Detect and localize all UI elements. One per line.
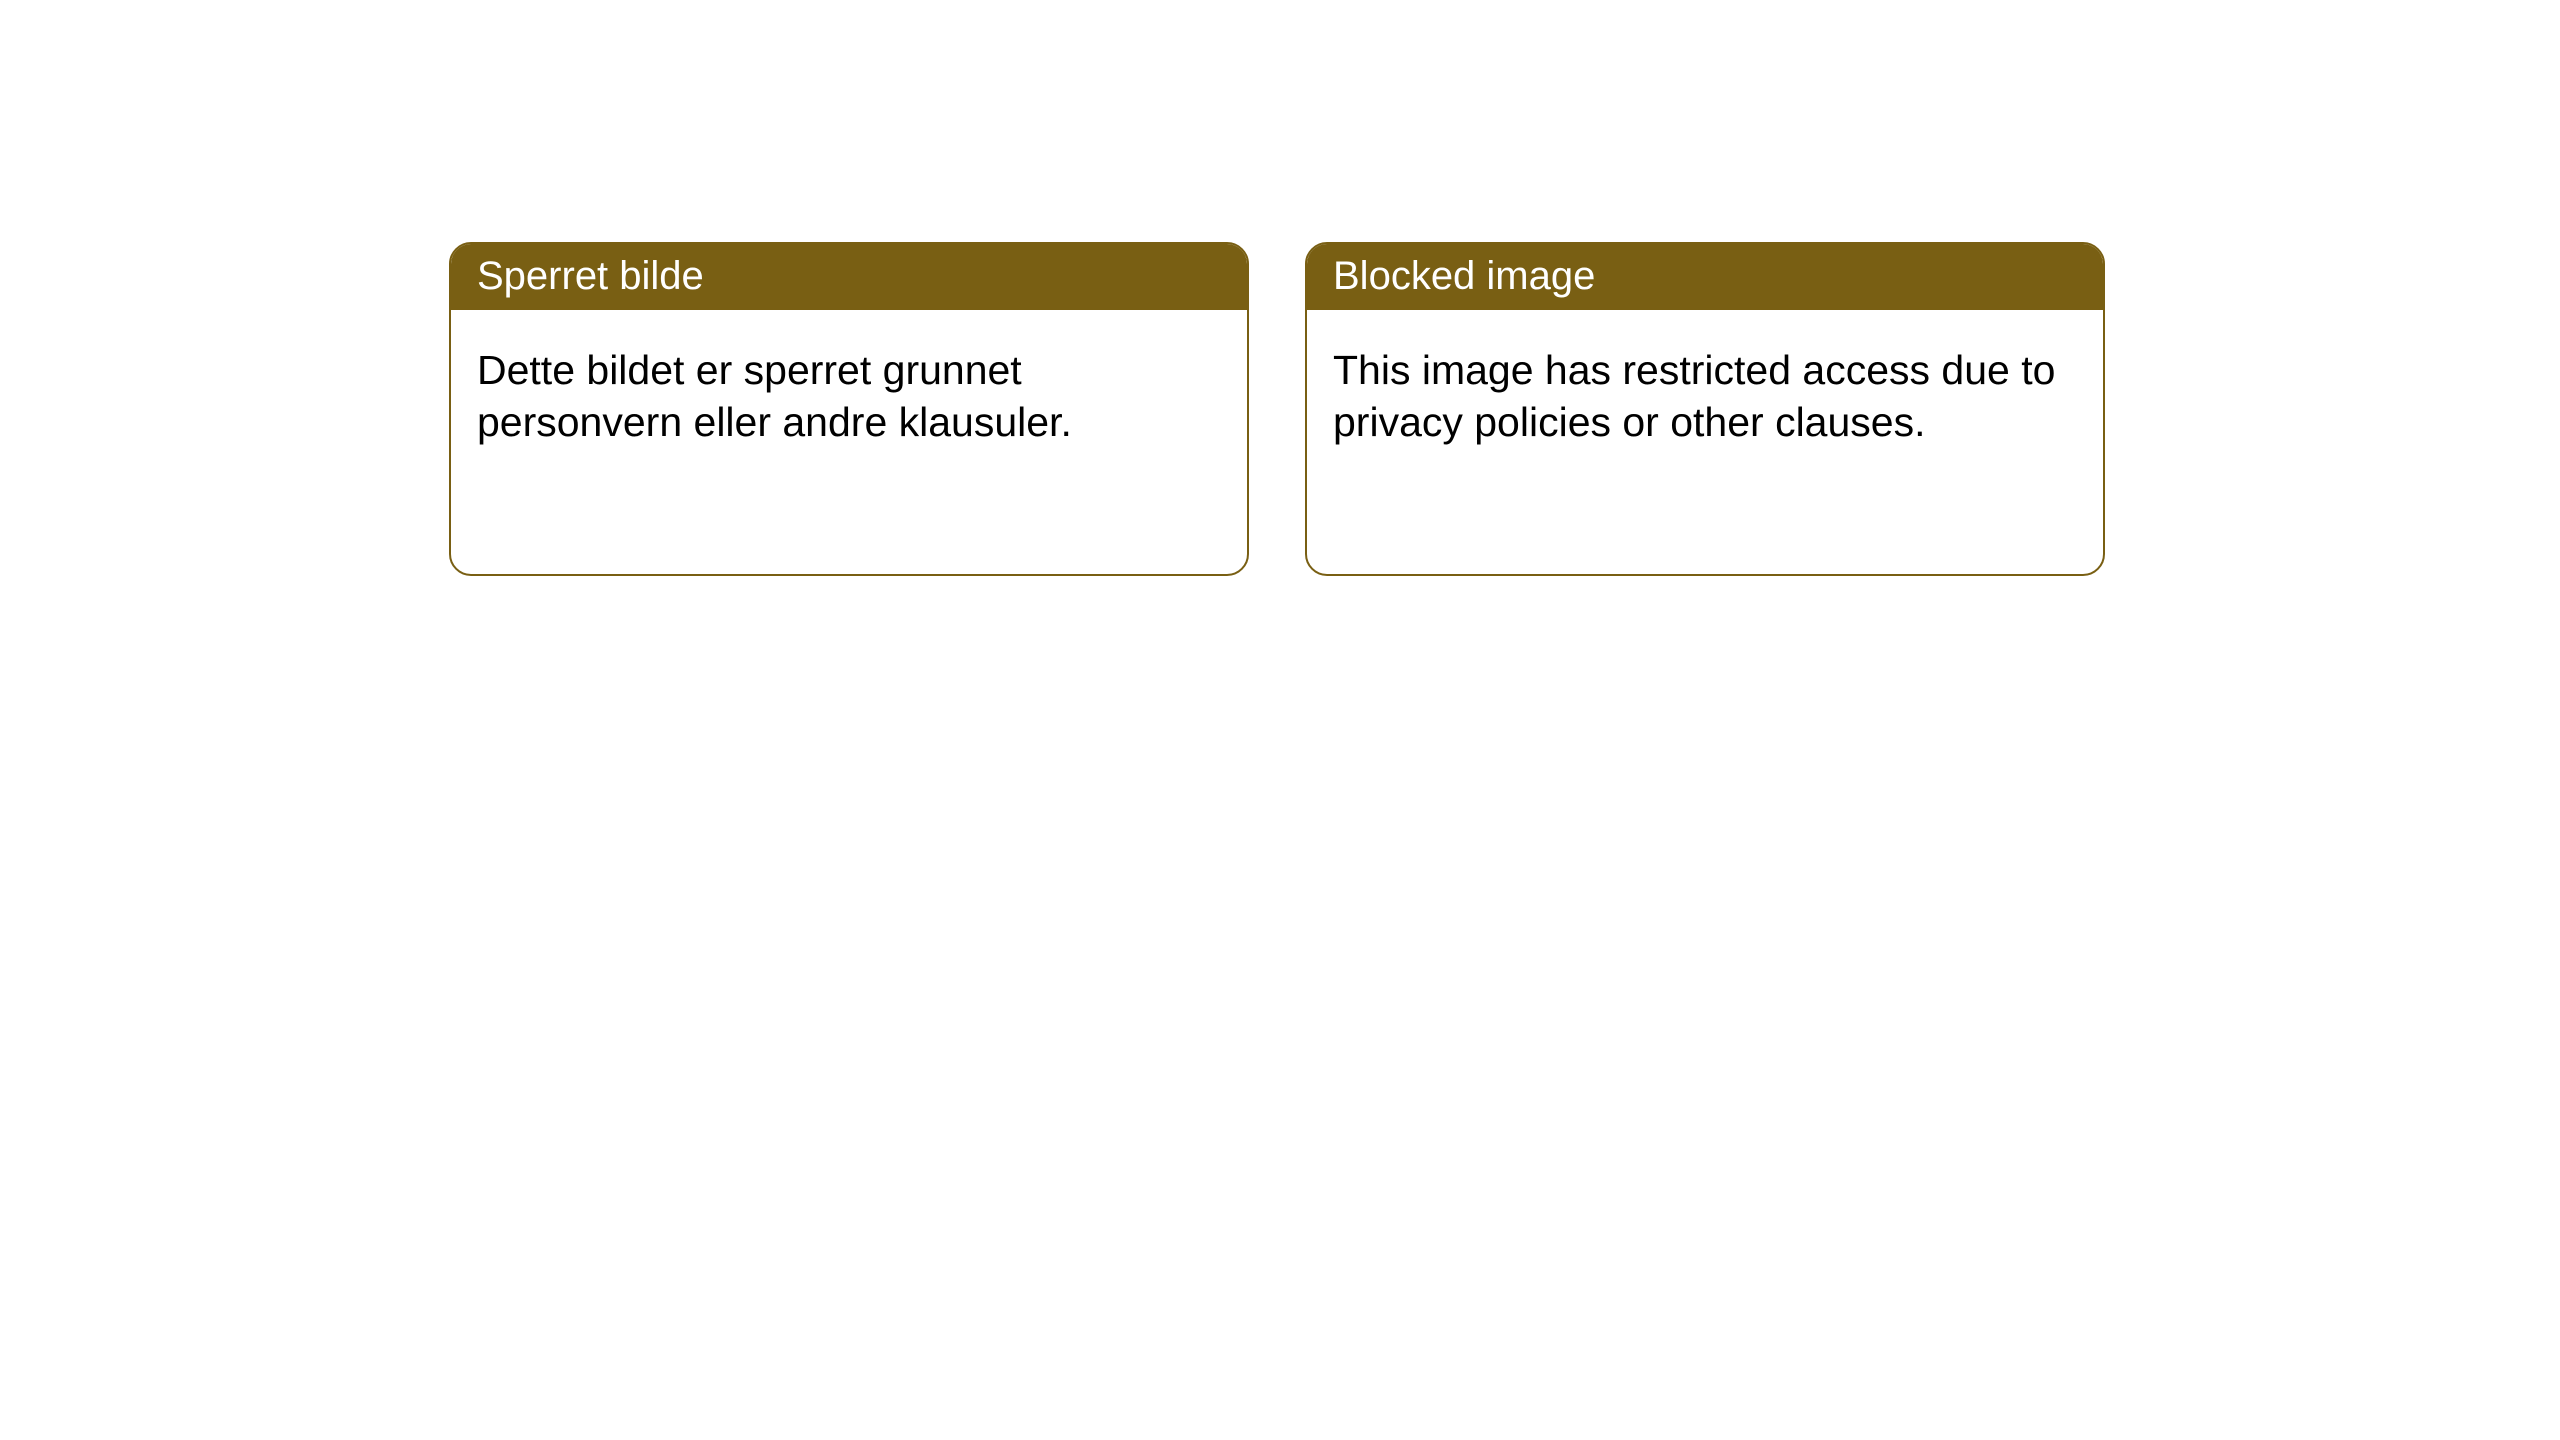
card-body: This image has restricted access due to … <box>1307 310 2103 475</box>
card-title: Blocked image <box>1333 254 1595 298</box>
card-body: Dette bildet er sperret grunnet personve… <box>451 310 1247 475</box>
card-title: Sperret bilde <box>477 254 704 298</box>
card-body-text: This image has restricted access due to … <box>1333 347 2055 445</box>
notice-cards-container: Sperret bilde Dette bildet er sperret gr… <box>449 242 2105 576</box>
card-header: Blocked image <box>1307 244 2103 310</box>
card-header: Sperret bilde <box>451 244 1247 310</box>
card-body-text: Dette bildet er sperret grunnet personve… <box>477 347 1072 445</box>
notice-card-english: Blocked image This image has restricted … <box>1305 242 2105 576</box>
notice-card-norwegian: Sperret bilde Dette bildet er sperret gr… <box>449 242 1249 576</box>
